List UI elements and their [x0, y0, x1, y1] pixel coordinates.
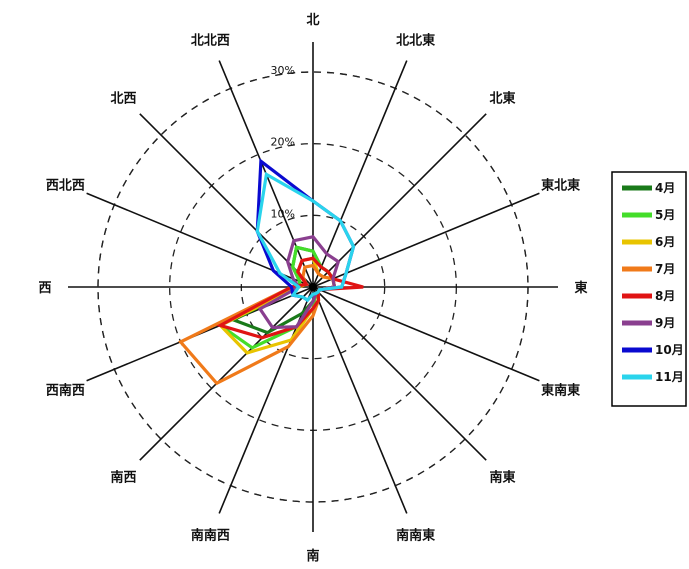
direction-label: 南	[306, 548, 319, 564]
ring-tick-label: 10%	[271, 207, 295, 220]
direction-label: 北北東	[396, 32, 435, 48]
direction-spoke	[312, 286, 408, 514]
series-polygons	[178, 158, 364, 386]
legend-label: 5月	[655, 208, 675, 222]
legend-label: 9月	[655, 316, 675, 330]
direction-label: 西南西	[46, 383, 85, 399]
legend-label: 11月	[655, 370, 684, 384]
ring-tick-label: 30%	[271, 64, 295, 77]
series-11月	[255, 171, 356, 303]
legend-label: 7月	[655, 262, 675, 276]
direction-label: 南南東	[396, 528, 435, 544]
direction-label: 東	[574, 280, 587, 296]
series-9月	[257, 235, 341, 330]
legend-label: 8月	[655, 289, 675, 303]
ring-tick-labels: 10% 20% 30%	[271, 64, 295, 220]
direction-label: 西	[38, 281, 51, 296]
direction-label: 北西	[110, 92, 136, 107]
direction-label: 南南西	[191, 528, 230, 544]
direction-spoke	[312, 286, 487, 461]
direction-label: 北北西	[191, 33, 230, 48]
center-dot	[309, 283, 317, 291]
legend-label: 4月	[655, 181, 675, 195]
direction-spoke	[139, 286, 314, 461]
direction-spoke	[312, 192, 540, 288]
direction-label: 南東	[489, 470, 515, 486]
direction-spoke	[139, 113, 314, 288]
direction-spoke	[312, 113, 487, 288]
legend-label: 10月	[655, 343, 684, 357]
legend-box	[611, 171, 687, 407]
direction-spoke	[312, 286, 540, 382]
direction-label: 東南東	[541, 383, 580, 399]
direction-label: 東北東	[541, 177, 580, 193]
direction-spoke	[312, 60, 408, 288]
legend: 4月 5月 6月 7月 8月 9月 10月 11月	[611, 171, 687, 407]
legend-label: 6月	[655, 235, 675, 249]
direction-label: 西北西	[46, 178, 85, 193]
direction-label: 北東	[489, 91, 515, 107]
ring-tick-label: 20%	[271, 136, 295, 149]
direction-label: 北	[306, 13, 319, 28]
series-8月	[216, 256, 364, 340]
direction-label: 南西	[110, 470, 136, 486]
